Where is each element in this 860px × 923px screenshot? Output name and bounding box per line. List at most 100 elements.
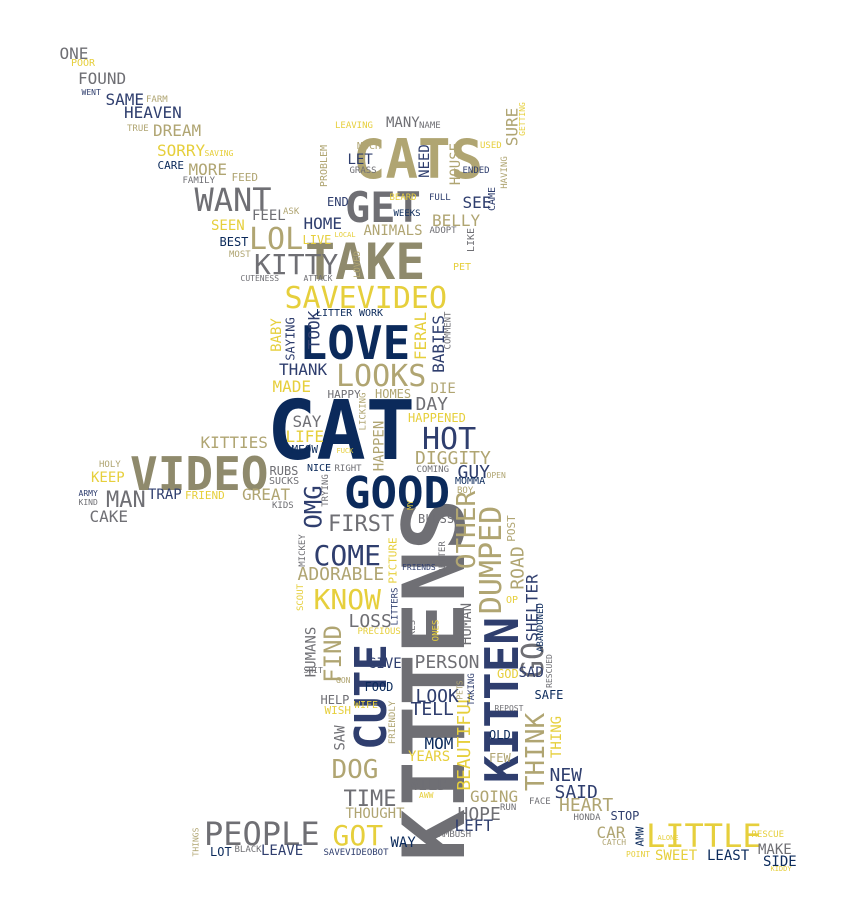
- word-picture: PICTURE: [386, 536, 400, 584]
- word-care: CARE: [157, 158, 185, 172]
- word-seen: SEEN: [211, 218, 245, 234]
- word-my: MY: [405, 500, 415, 510]
- word-said: SAID: [554, 782, 598, 803]
- word-sweet: SWEET: [655, 848, 698, 864]
- word-hot: HOT: [422, 422, 477, 457]
- word-having: HAVING: [499, 155, 510, 189]
- word-mom: MOM: [424, 734, 454, 753]
- word-animals: ANIMALS: [363, 223, 423, 239]
- word-baby: BABY: [268, 318, 285, 352]
- word-open: OPEN: [486, 471, 506, 480]
- word-going: GOING: [470, 787, 519, 806]
- word-let: LET: [347, 152, 373, 168]
- word-amw: AMW: [633, 826, 647, 846]
- word-ended: ENDED: [462, 165, 490, 176]
- word-licking: LICKING: [358, 392, 369, 430]
- word-food: FOOD: [364, 680, 394, 694]
- word-point: POINT: [626, 850, 651, 859]
- word-leaving: LEAVING: [335, 120, 373, 131]
- word-give: GIVE: [368, 656, 402, 672]
- word-rubs: RUBS: [269, 464, 299, 478]
- word-lot: LOT: [210, 845, 232, 859]
- word-home: HOME: [303, 214, 343, 233]
- word-kitty: KITTY: [254, 248, 339, 281]
- word-trying: TRYING: [320, 473, 331, 507]
- word-makes: MAKES: [407, 619, 418, 647]
- word-thought: THOUGHT: [345, 806, 405, 822]
- word-come: COME: [313, 539, 381, 572]
- word-farm: FARM: [146, 94, 168, 105]
- word-person: PERSON: [414, 652, 480, 673]
- word-help: HELP: [320, 693, 350, 707]
- word-hope: HOPE: [457, 804, 501, 825]
- word-aww: AWW: [419, 791, 434, 800]
- word-abandoned: ABANDONED: [535, 602, 546, 652]
- word-safe: SAFE: [534, 688, 564, 702]
- word-full: FULL: [429, 192, 451, 203]
- word-friendly: FRIENDLY: [387, 700, 398, 744]
- word-wife: WIFE: [354, 700, 379, 711]
- word-made: MADE: [272, 377, 312, 396]
- word-precious: PRECIOUS: [357, 626, 401, 637]
- word-adopt: ADOPT: [429, 225, 457, 236]
- word-fuck: FUCK: [336, 446, 354, 455]
- word-coming: COMING: [416, 464, 450, 475]
- word-saying: SAYING: [283, 317, 298, 361]
- word-people: PEOPLE: [204, 815, 320, 853]
- word-take: TAKE: [305, 233, 426, 291]
- word-happened: HAPPENED: [408, 411, 466, 425]
- word-kind: KIND: [78, 498, 98, 507]
- word-see: SEE: [462, 193, 492, 212]
- word-one: ONE: [59, 44, 89, 63]
- word-same: SAME: [105, 90, 145, 109]
- word-beard: BEARD: [389, 192, 417, 203]
- word-cats: CATS: [353, 128, 484, 191]
- word-better: BETTER: [437, 540, 448, 574]
- word-feral: FERAL: [411, 311, 431, 361]
- word-rescued: RESCUED: [544, 654, 554, 688]
- word-army: ARMY: [78, 489, 98, 498]
- word-things: THINGS: [190, 827, 200, 857]
- word-weeks: WEEKS: [393, 208, 421, 219]
- word-local: LOCAL: [334, 230, 356, 239]
- word-cuteness: CUTENESS: [240, 274, 280, 283]
- word-problem: PROBLEM: [319, 144, 331, 188]
- word-diggity: DIGGITY: [415, 448, 491, 469]
- word-need: NEED: [416, 144, 433, 178]
- word-savevideobot: SAVEVIDEOBOT: [323, 847, 389, 858]
- word-op: OP: [506, 595, 519, 606]
- word-holy: HOLY: [99, 459, 121, 470]
- word-house: HOUSE: [448, 142, 465, 186]
- word-most: MOST: [229, 249, 251, 260]
- word-used: USED: [480, 140, 502, 151]
- word-came: CAME: [487, 186, 499, 212]
- word-wild: WILD: [408, 775, 448, 794]
- word-guy: GUY: [457, 462, 491, 483]
- word-stop: STOP: [610, 809, 640, 823]
- word-saw: SAW: [332, 725, 349, 751]
- word-first: FIRST: [328, 512, 395, 537]
- word-rescue: RESCUE: [751, 829, 785, 840]
- word-make: MAKE: [758, 842, 792, 858]
- word-true: TRUE: [127, 123, 149, 134]
- word-cake: CAKE: [89, 507, 129, 526]
- word-little: LITTLE: [646, 817, 762, 855]
- word-ones: ONES: [431, 619, 442, 641]
- word-pet: PET: [453, 262, 472, 273]
- word-god: GOD: [497, 667, 519, 681]
- word-other: OTHER: [452, 490, 483, 570]
- word-say: SAY: [292, 412, 322, 431]
- word-comment: COMMENT: [443, 311, 454, 349]
- word-ask: ASK: [283, 206, 300, 217]
- word-litters: LITTERS: [390, 587, 401, 625]
- word-feed: FEED: [231, 170, 259, 184]
- word-ambush: AMBUSH: [438, 829, 472, 840]
- word-mickey: MICKEY: [297, 533, 308, 567]
- word-adorable: ADORABLE: [297, 564, 385, 585]
- word-bless: BLESS: [418, 512, 455, 526]
- word-saving: SAVING: [204, 149, 234, 158]
- word-honda: HONDA: [573, 812, 601, 823]
- word-catch: CATCH: [602, 838, 627, 847]
- word-want: WANT: [194, 181, 272, 219]
- word-best: BEST: [219, 235, 249, 249]
